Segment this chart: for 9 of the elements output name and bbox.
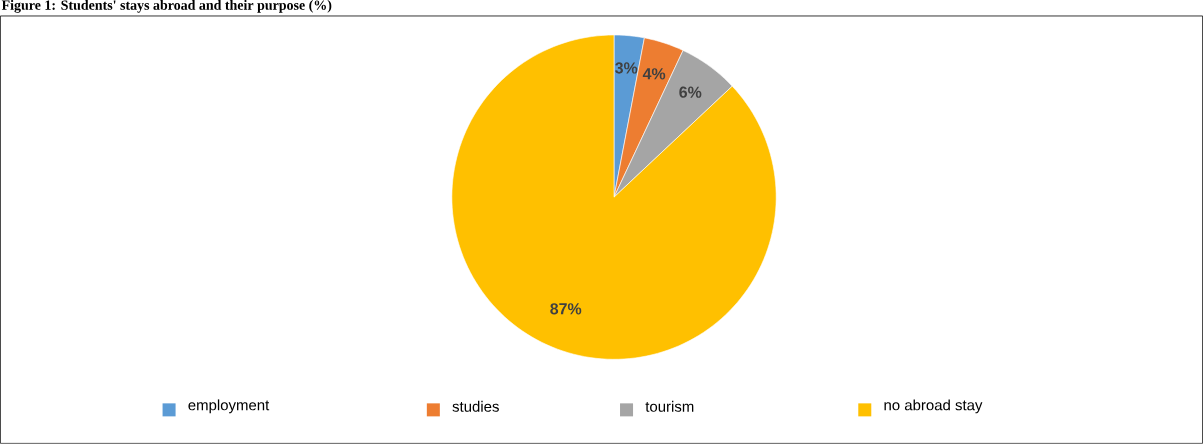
data-label: 87%	[550, 303, 582, 315]
data-label: 3%	[615, 62, 638, 74]
data-label: 4%	[642, 68, 666, 80]
legend-label: employment	[188, 399, 270, 414]
legend-label: tourism	[645, 400, 694, 412]
legend-label: studies	[452, 400, 499, 412]
chart-title: Figure 1: Students' stays abroad and their purpose (%)	[1, 0, 332, 13]
legend-label: no abroad stay	[884, 399, 983, 414]
data-label: 6%	[679, 86, 702, 98]
